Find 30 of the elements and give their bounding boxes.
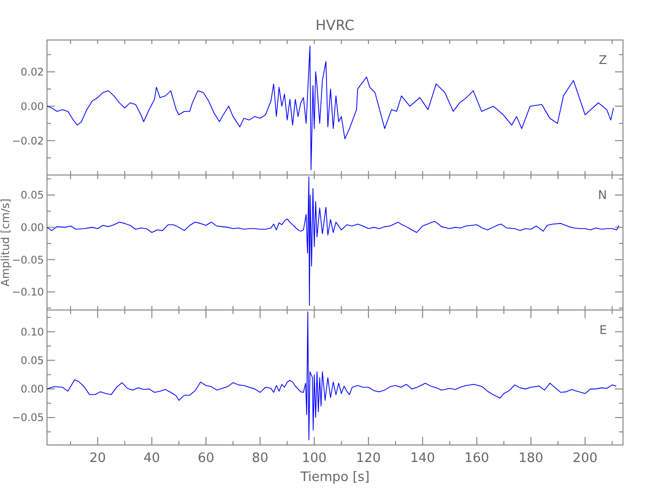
chart-title: HVRC xyxy=(316,18,355,34)
y-tick-label: −0.05 xyxy=(12,412,44,424)
line-series xyxy=(47,176,620,306)
x-tick-label: 60 xyxy=(198,451,214,466)
y-tick-label: −0.02 xyxy=(12,135,44,148)
y-tick-label: −0.10 xyxy=(12,286,44,299)
x-tick-label: 160 xyxy=(464,451,490,466)
x-tick-label: 40 xyxy=(144,451,160,466)
y-tick-label: 0.10 xyxy=(20,326,44,338)
y-tick-label: 0.05 xyxy=(20,355,44,368)
y-tick-label: −0.05 xyxy=(12,254,44,266)
text: N xyxy=(598,188,607,202)
y-tick-label: 0.05 xyxy=(20,190,44,202)
line-series xyxy=(47,46,614,170)
x-axis-title: Tiempo [s] xyxy=(299,470,370,485)
y-tick-label: 0.00 xyxy=(20,384,44,396)
y-tick-label: 0.00 xyxy=(20,222,44,234)
text: Z xyxy=(598,53,607,67)
x-tick-label: 200 xyxy=(572,451,598,466)
y-axis-title: Amplitud [cm/s] xyxy=(0,198,12,286)
x-tick-label: 140 xyxy=(410,451,436,466)
x-tick-label: 120 xyxy=(356,451,381,466)
text: E xyxy=(599,323,607,337)
x-tick-label: 180 xyxy=(518,451,544,466)
x-tick-label: 20 xyxy=(89,451,106,466)
y-tick-label: 0.00 xyxy=(20,100,44,113)
x-tick-label: 100 xyxy=(302,451,327,466)
x-tick-label: 80 xyxy=(252,451,268,466)
line-series xyxy=(47,311,617,440)
y-tick-label: 0.02 xyxy=(20,66,44,78)
